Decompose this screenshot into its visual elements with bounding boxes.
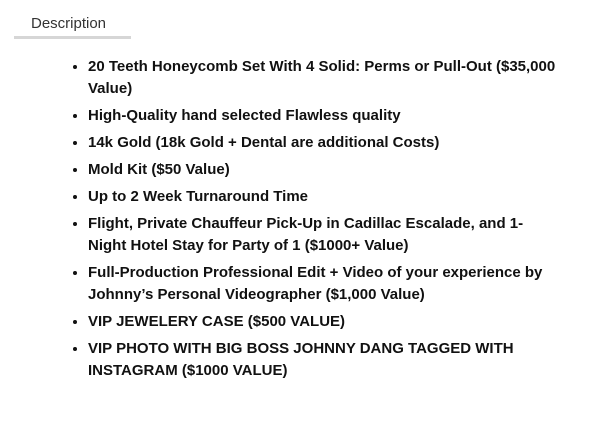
- list-item: 14k Gold (18k Gold + Dental are addition…: [88, 131, 558, 154]
- list-item: Mold Kit ($50 Value): [88, 158, 558, 181]
- list-item: Full-Production Professional Edit + Vide…: [88, 261, 558, 306]
- list-item: VIP PHOTO WITH BIG BOSS JOHNNY DANG TAGG…: [88, 337, 558, 382]
- list-item: High-Quality hand selected Flawless qual…: [88, 104, 558, 127]
- description-tab[interactable]: Description: [14, 12, 131, 39]
- list-item: Up to 2 Week Turnaround Time: [88, 185, 558, 208]
- description-list: 20 Teeth Honeycomb Set With 4 Solid: Per…: [60, 55, 558, 386]
- description-tab-label: Description: [31, 15, 107, 32]
- list-item: Flight, Private Chauffeur Pick-Up in Cad…: [88, 212, 558, 257]
- list-item: 20 Teeth Honeycomb Set With 4 Solid: Per…: [88, 55, 558, 100]
- list-item: VIP JEWELERY CASE ($500 VALUE): [88, 310, 558, 333]
